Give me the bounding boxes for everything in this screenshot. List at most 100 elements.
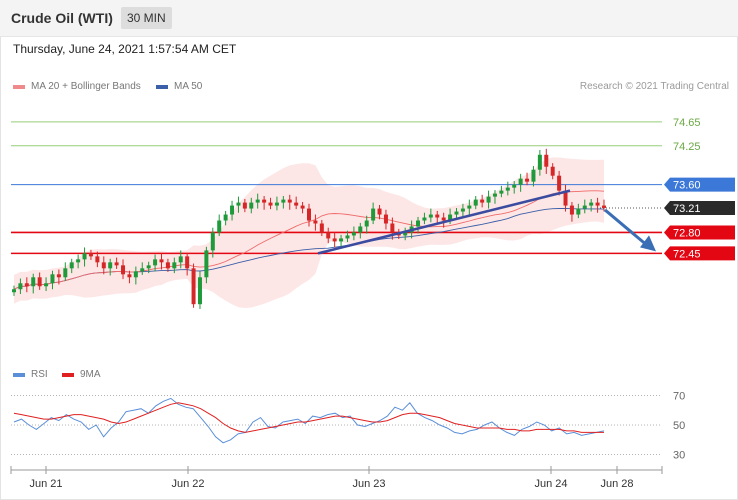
candle-body	[56, 274, 61, 278]
candle-body	[544, 154, 549, 167]
legend-rsi-swatch	[13, 372, 25, 377]
candle-body	[358, 226, 363, 233]
legend-9ma-swatch	[62, 372, 74, 377]
candle-body	[268, 202, 273, 206]
candle-body	[518, 178, 523, 185]
candle-body	[345, 235, 350, 239]
candle-body	[121, 265, 126, 275]
price-tag-72-80	[664, 225, 735, 240]
x-tick-label-4: Jun 28	[600, 478, 633, 490]
candle-body	[101, 262, 106, 269]
chart-header: Crude Oil (WTI) 30 MIN	[0, 0, 738, 37]
candle-body	[242, 202, 247, 209]
candle-body	[294, 202, 299, 206]
candle-body	[262, 199, 267, 203]
candle-body	[18, 283, 23, 290]
candle-body	[563, 190, 568, 206]
legend-ma50-swatch	[156, 84, 168, 89]
candle-body	[127, 274, 132, 278]
candle-body	[236, 202, 241, 206]
candle-body	[480, 199, 485, 203]
candle-body	[589, 202, 594, 206]
candle-body	[69, 262, 74, 269]
candle-body	[313, 220, 318, 224]
candle-body	[499, 190, 504, 194]
candle-body	[569, 205, 574, 215]
candle-body	[319, 223, 324, 233]
candle-body	[210, 232, 215, 251]
candle-body	[133, 271, 138, 278]
candle-body	[31, 277, 36, 287]
x-tick-label-0: Jun 21	[29, 478, 62, 490]
legend-ma20: MA 20 + Bollinger Bands	[13, 81, 141, 92]
rsi-line	[13, 397, 605, 444]
candle-body	[255, 199, 260, 203]
forecast-arrow-head	[640, 235, 656, 252]
rsi-tick-50: 50	[673, 420, 685, 432]
rsi-tick-30: 30	[673, 450, 685, 462]
candle-body	[582, 205, 587, 209]
candle-body	[383, 214, 388, 224]
support-trendline	[317, 189, 571, 255]
price-tag-label-73-21: 73.21	[673, 203, 701, 215]
candle-body	[537, 154, 542, 170]
candle-body	[88, 253, 93, 257]
candle-body	[364, 220, 369, 227]
price-tag-72-45	[664, 246, 735, 261]
candle-body	[24, 283, 29, 287]
instrument-title: Crude Oil (WTI)	[11, 10, 113, 26]
candle-body	[223, 214, 228, 221]
candle-body	[153, 259, 158, 266]
candle-body	[377, 208, 382, 215]
price-tag-73-60	[664, 177, 735, 192]
x-tick-label-2: Jun 23	[352, 478, 385, 490]
candle-body	[595, 202, 600, 206]
candle-body	[146, 265, 151, 269]
candle-body	[467, 205, 472, 209]
candle-body	[204, 250, 209, 278]
candle-body	[416, 220, 421, 227]
candle-body	[108, 262, 113, 269]
price-tag-label-72-45: 72.45	[673, 248, 701, 260]
level-label-74-65: 74.65	[673, 117, 701, 129]
candle-body	[550, 166, 555, 176]
candle-body	[95, 256, 100, 263]
candle-body	[140, 268, 145, 272]
candle-body	[441, 217, 446, 221]
legend-ma20-swatch	[13, 84, 25, 89]
candle-body	[249, 202, 254, 209]
candle-body	[602, 205, 606, 208]
candle-body	[403, 232, 408, 236]
candle-body	[351, 232, 356, 236]
candle-body	[300, 205, 305, 209]
legend-9ma-label: 9MA	[80, 369, 101, 380]
candle-body	[492, 193, 497, 197]
x-tick-label-3: Jun 24	[534, 478, 567, 490]
rsi-tick-70: 70	[673, 390, 685, 402]
legend-9ma: 9MA	[62, 369, 101, 380]
candle-body	[332, 238, 337, 242]
candle-body	[390, 223, 395, 233]
candle-body	[82, 253, 87, 260]
candle-body	[50, 274, 55, 284]
candle-body	[339, 238, 344, 242]
candle-body	[422, 217, 427, 221]
chart-timestamp: Thursday, June 24, 2021 1:57:54 AM CET	[13, 42, 237, 56]
level-label-74-25: 74.25	[673, 141, 701, 153]
price-tag-73-21	[664, 200, 735, 215]
candle-body	[172, 262, 177, 269]
candle-body	[274, 202, 279, 206]
candle-body	[114, 262, 119, 266]
candle-body	[512, 184, 517, 188]
candle-body	[197, 277, 202, 305]
candle-body	[454, 211, 459, 215]
candlesticks	[12, 148, 606, 309]
candle-body	[486, 196, 491, 203]
candle-body	[12, 289, 16, 293]
price-tag-label-73-60: 73.60	[673, 180, 701, 192]
legend-ma20-label: MA 20 + Bollinger Bands	[31, 81, 141, 92]
candle-body	[185, 256, 190, 269]
candle-body	[448, 214, 453, 221]
interval-button[interactable]: 30 MIN	[121, 7, 172, 29]
candle-body	[435, 214, 440, 218]
